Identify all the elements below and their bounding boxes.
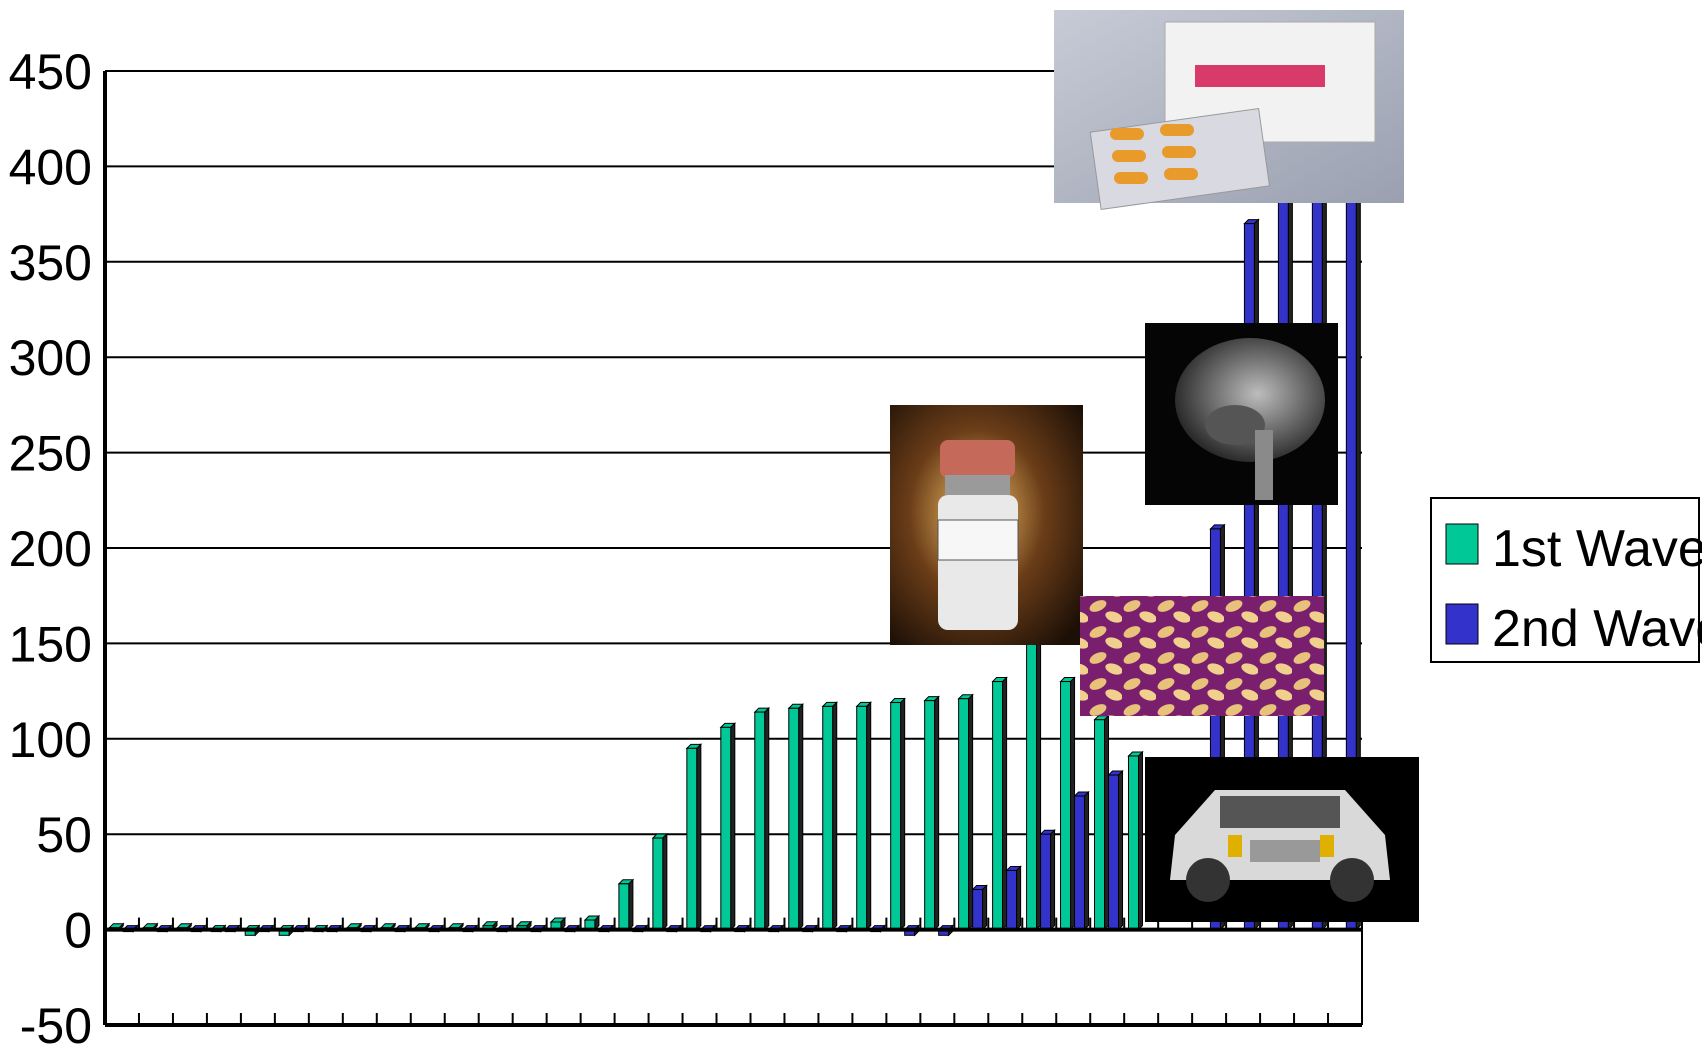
bar-2nd-wave [1005,865,1022,931]
bar-1st-wave [923,695,940,931]
x-axis-ticks [104,917,1363,1025]
bar-1st-wave [1093,714,1110,931]
y-tick-label: 450 [9,44,92,100]
bar-1st-wave [549,916,567,931]
bar-1st-wave [821,701,838,931]
bar-1st-wave [1127,750,1144,931]
axes [103,71,1363,1027]
bar-2nd-wave [971,884,988,931]
bar-1st-wave [991,676,1008,931]
bar-2nd-wave [1073,790,1090,931]
y-tick-label: 300 [9,330,92,386]
y-tick-label: -50 [20,998,92,1045]
bar-1st-wave [889,697,906,931]
legend-item-1st-wave: 1st Wave [1445,520,1702,578]
legend-swatch-1st-wave [1445,523,1479,565]
bar-1st-wave [685,743,703,931]
legend-label-2nd-wave: 2nd Wave [1492,600,1702,658]
bar-1st-wave [1059,676,1076,931]
bar-1st-wave [719,722,737,931]
pill-box-image [1054,10,1404,211]
enbrel-vial-image [890,405,1083,645]
y-tick-label: 0 [64,903,92,959]
y-tick-label: 100 [9,712,92,768]
y-tick-label: 50 [36,807,92,863]
y-tick-label: 400 [9,139,92,195]
bar-1st-wave [957,693,974,931]
suv-car-image [1145,757,1419,922]
y-axis-tick-labels: -50 0 50 100 150 200 250 300 350 400 450 [9,44,92,1045]
legend-item-2nd-wave: 2nd Wave [1445,600,1702,658]
bar-1st-wave [855,701,872,931]
bar-1st-wave [753,706,771,931]
bar-1st-wave [651,832,669,931]
y-tick-label: 350 [9,235,92,291]
legend-label-1st-wave: 1st Wave [1492,520,1702,578]
bar-1st-wave [787,703,804,931]
legend: 1st Wave 2nd Wave [1430,497,1702,663]
bar-1st-wave [1025,628,1042,931]
brain-mri-image [1145,323,1338,505]
y-tick-label: 150 [9,616,92,672]
seeds-image [1080,596,1324,716]
bar-2nd-wave [1107,769,1124,931]
legend-swatch-2nd-wave [1445,603,1479,645]
bar-1st-wave [583,914,601,931]
y-tick-label: 200 [9,521,92,577]
bar-1st-wave [617,878,635,931]
bar-2nd-wave [1039,828,1056,931]
y-tick-label: 250 [9,426,92,482]
